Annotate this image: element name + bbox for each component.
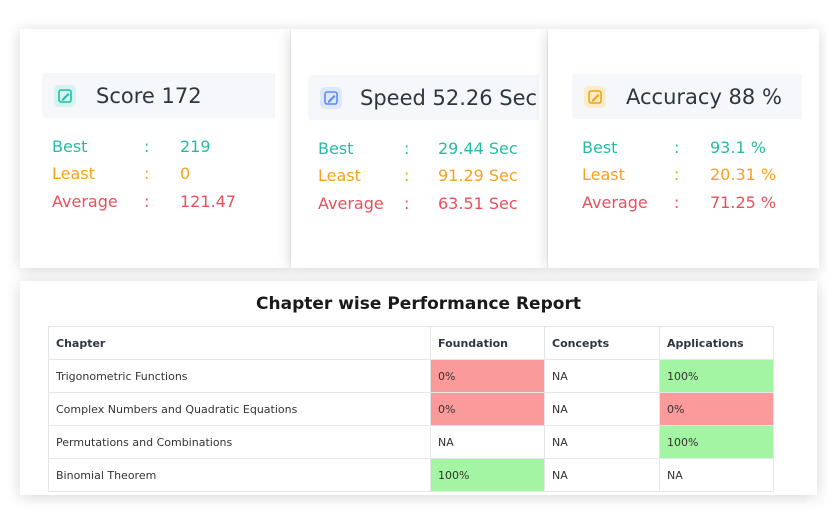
column-header-foundation: Foundation bbox=[430, 326, 545, 360]
chapter-cell: Complex Numbers and Quadratic Equations bbox=[48, 392, 431, 426]
applications-cell: 100% bbox=[659, 359, 774, 393]
average-label: Average bbox=[582, 193, 648, 212]
separator: : bbox=[404, 139, 410, 158]
separator: : bbox=[674, 193, 680, 212]
average-value: 63.51 Sec bbox=[438, 194, 518, 213]
applications-cell: 0% bbox=[659, 392, 774, 426]
concepts-cell: NA bbox=[544, 458, 660, 492]
least-label: Least bbox=[318, 166, 361, 185]
accuracy-card-panel: Accuracy 88 % Best : 93.1 % Least : 20.3… bbox=[548, 29, 819, 268]
speed-title: Speed 52.26 Sec bbox=[360, 85, 538, 110]
separator: : bbox=[144, 164, 150, 183]
edit-icon bbox=[54, 84, 76, 107]
score-card: Score 172 Best : 219 Least : 0 Average :… bbox=[42, 73, 275, 223]
table-row: Permutations and Combinations NA NA 100% bbox=[48, 425, 774, 459]
column-header-concepts: Concepts bbox=[544, 326, 660, 360]
average-value: 71.25 % bbox=[710, 193, 777, 212]
column-header-chapter: Chapter bbox=[48, 326, 431, 360]
best-label: Best bbox=[582, 138, 618, 157]
edit-icon bbox=[320, 86, 342, 109]
speed-card-header: Speed 52.26 Sec bbox=[308, 75, 539, 120]
best-value: 219 bbox=[180, 137, 211, 156]
foundation-cell: 0% bbox=[430, 359, 545, 393]
foundation-cell: 0% bbox=[430, 392, 545, 426]
least-label: Least bbox=[582, 165, 625, 184]
separator: : bbox=[674, 138, 680, 157]
report-title: Chapter wise Performance Report bbox=[256, 294, 581, 314]
concepts-cell: NA bbox=[544, 359, 660, 393]
foundation-cell: 100% bbox=[430, 458, 545, 492]
edit-icon bbox=[584, 85, 606, 108]
separator: : bbox=[144, 137, 150, 156]
score-stats: Best : 219 Least : 0 Average : 121.47 bbox=[42, 119, 275, 223]
performance-report-panel: Chapter wise Performance Report Chapter … bbox=[20, 281, 817, 495]
speed-stats: Best : 29.44 Sec Least : 91.29 Sec Avera… bbox=[308, 121, 539, 225]
table-row: Trigonometric Functions 0% NA 100% bbox=[48, 359, 774, 393]
table-header-row: Chapter Foundation Concepts Applications bbox=[48, 326, 774, 360]
least-value: 91.29 Sec bbox=[438, 166, 518, 185]
applications-cell: 100% bbox=[659, 425, 774, 459]
average-label: Average bbox=[318, 194, 384, 213]
table-row: Binomial Theorem 100% NA NA bbox=[48, 458, 774, 492]
speed-card: Speed 52.26 Sec Best : 29.44 Sec Least :… bbox=[308, 75, 539, 225]
separator: : bbox=[144, 192, 150, 211]
concepts-cell: NA bbox=[544, 425, 660, 459]
best-value: 93.1 % bbox=[710, 138, 766, 157]
foundation-cell: NA bbox=[430, 425, 545, 459]
separator: : bbox=[404, 194, 410, 213]
average-value: 121.47 bbox=[180, 192, 236, 211]
score-title: Score 172 bbox=[96, 83, 202, 108]
applications-cell: NA bbox=[659, 458, 774, 492]
least-value: 0 bbox=[180, 164, 191, 183]
score-card-header: Score 172 bbox=[42, 73, 275, 118]
speed-card-panel: Speed 52.26 Sec Best : 29.44 Sec Least :… bbox=[291, 29, 547, 268]
least-label: Least bbox=[52, 164, 95, 183]
best-value: 29.44 Sec bbox=[438, 139, 518, 158]
chapter-cell: Binomial Theorem bbox=[48, 458, 431, 492]
accuracy-card: Accuracy 88 % Best : 93.1 % Least : 20.3… bbox=[572, 74, 802, 224]
accuracy-card-header: Accuracy 88 % bbox=[572, 74, 802, 119]
table-row: Complex Numbers and Quadratic Equations … bbox=[48, 392, 774, 426]
separator: : bbox=[404, 166, 410, 185]
concepts-cell: NA bbox=[544, 392, 660, 426]
chapter-cell: Trigonometric Functions bbox=[48, 359, 431, 393]
best-label: Best bbox=[318, 139, 354, 158]
accuracy-stats: Best : 93.1 % Least : 20.31 % Average : … bbox=[572, 120, 802, 224]
score-card-panel: Score 172 Best : 219 Least : 0 Average :… bbox=[20, 29, 290, 268]
best-label: Best bbox=[52, 137, 88, 156]
performance-table: Chapter Foundation Concepts Applications… bbox=[48, 326, 774, 492]
column-header-applications: Applications bbox=[659, 326, 774, 360]
accuracy-title: Accuracy 88 % bbox=[626, 84, 782, 109]
average-label: Average bbox=[52, 192, 118, 211]
chapter-cell: Permutations and Combinations bbox=[48, 425, 431, 459]
least-value: 20.31 % bbox=[710, 165, 777, 184]
separator: : bbox=[674, 165, 680, 184]
